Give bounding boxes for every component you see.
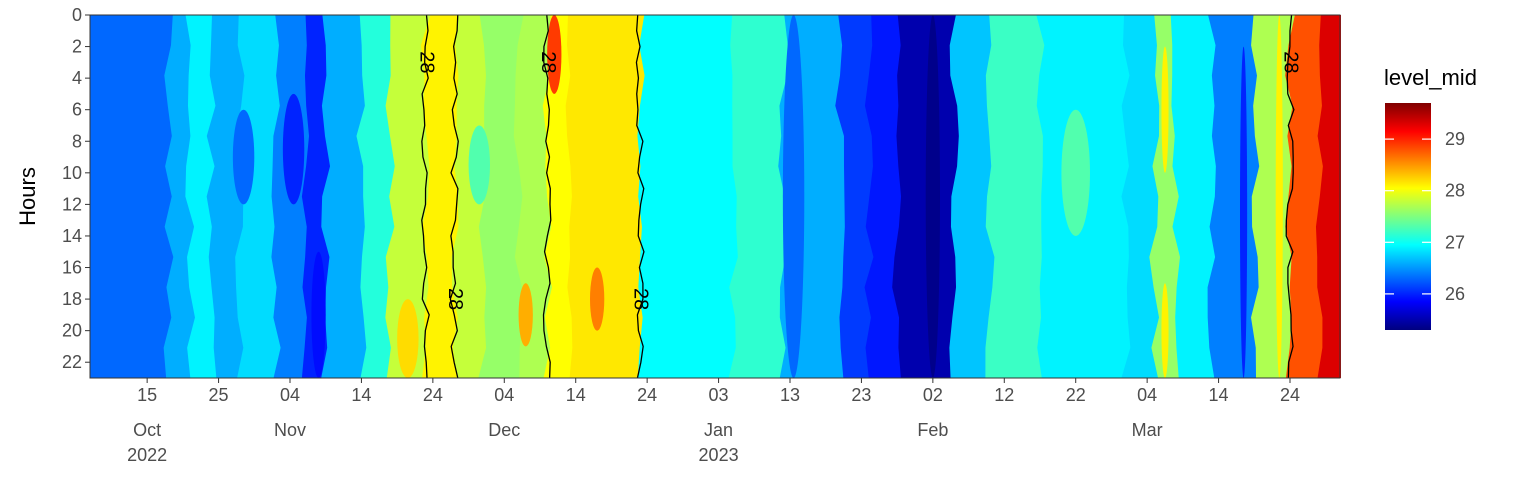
contour-label: 28 <box>537 51 559 73</box>
heatmap-band <box>1285 15 1324 378</box>
heatmap-band <box>949 15 996 378</box>
y-tick-label: 18 <box>62 289 82 309</box>
heatmap-band <box>985 15 1046 378</box>
legend-title: level_mid <box>1384 65 1477 90</box>
heatmap-patch <box>1240 46 1248 378</box>
heatmap-patch <box>311 251 326 378</box>
contour-label: 28 <box>415 51 437 73</box>
heatmap-patch <box>397 299 419 378</box>
x-tick-day: 13 <box>780 385 800 405</box>
contour-label: 28 <box>1280 51 1302 73</box>
heatmap-band <box>90 15 175 378</box>
legend-tick-label: 26 <box>1445 284 1465 304</box>
legend-tick-label: 28 <box>1445 181 1465 201</box>
heatmap-band <box>1315 15 1341 378</box>
x-tick-year: 2023 <box>699 445 739 465</box>
heatmap-patch <box>1161 46 1169 173</box>
x-tick-day: 04 <box>494 385 514 405</box>
y-tick-label: 4 <box>72 68 82 88</box>
x-tick-month: Nov <box>274 420 306 440</box>
heatmap-band <box>864 15 903 378</box>
y-axis: 0 2 4 6 8 10 12 14 16 18 20 22 <box>62 5 90 372</box>
heatmap-band <box>1121 15 1161 378</box>
y-tick-label: 8 <box>72 131 82 151</box>
y-tick-label: 0 <box>72 5 82 25</box>
x-tick-day: 15 <box>137 385 157 405</box>
heatmap-band <box>451 15 489 378</box>
x-tick-day: 22 <box>1066 385 1086 405</box>
x-tick-month: Dec <box>488 420 520 440</box>
heatmap-band <box>1207 15 1261 378</box>
x-tick-day: 24 <box>637 385 657 405</box>
y-tick-label: 12 <box>62 194 82 214</box>
heatmap-band <box>1251 15 1296 378</box>
heatmap-band <box>206 15 246 378</box>
x-tick-day: 14 <box>566 385 586 405</box>
x-tick-day: 14 <box>1209 385 1229 405</box>
heatmap-band <box>163 15 196 378</box>
heatmap-band <box>565 15 646 378</box>
y-axis-title: Hours <box>15 167 40 226</box>
contour-label: 28 <box>444 288 466 310</box>
x-tick-year: 2022 <box>127 445 167 465</box>
x-tick-day: 03 <box>709 385 729 405</box>
contour-line <box>449 14 459 379</box>
heatmap-band <box>385 15 432 378</box>
heatmap-band <box>1170 15 1217 378</box>
x-tick-day: 04 <box>1137 385 1157 405</box>
x-tick-day: 04 <box>280 385 300 405</box>
contour-lines: 28 28 28 28 28 <box>415 14 1302 379</box>
y-tick-label: 10 <box>62 163 82 183</box>
x-tick-day: 25 <box>209 385 229 405</box>
legend-colorbar <box>1385 103 1431 330</box>
y-tick-label: 2 <box>72 37 82 57</box>
legend: level_mid 26 27 28 29 <box>1384 65 1477 330</box>
contour-line <box>421 14 430 379</box>
x-tick-month: Feb <box>917 420 948 440</box>
heatmap-patch <box>1161 283 1169 378</box>
panel-border <box>89 14 1341 379</box>
y-tick-label: 16 <box>62 258 82 278</box>
contour-label: 28 <box>630 288 652 310</box>
y-tick-label: 20 <box>62 321 82 341</box>
y-tick-label: 6 <box>72 100 82 120</box>
x-tick-day: 24 <box>423 385 443 405</box>
x-tick-day: 02 <box>923 385 943 405</box>
x-tick-day: 12 <box>994 385 1014 405</box>
plot-area <box>90 15 1341 378</box>
heatmap-patch <box>782 15 805 378</box>
legend-tick-label: 29 <box>1445 129 1465 149</box>
y-tick-label: 14 <box>62 226 82 246</box>
x-axis: 15 Oct 2022 25 04 Nov 14 24 04 Dec 14 24 03 Jan 2023 13… <box>127 378 1300 465</box>
x-tick-month: Jan <box>704 420 733 440</box>
contour-line <box>1285 14 1295 379</box>
x-tick-day: 23 <box>851 385 871 405</box>
heatmap-band <box>637 15 739 378</box>
legend-tick-label: 27 <box>1445 232 1465 252</box>
heatmap-patch <box>1275 15 1283 378</box>
contour-line <box>635 14 645 379</box>
heatmap-patch <box>925 15 940 378</box>
x-tick-month: Oct <box>133 420 161 440</box>
heatmap-patch <box>232 109 255 205</box>
heatmap-patch <box>282 93 305 205</box>
x-tick-day: 14 <box>351 385 371 405</box>
heatmap-patch <box>547 15 562 94</box>
x-tick-day: 24 <box>1280 385 1300 405</box>
heatmap-band <box>235 15 282 378</box>
heatmap-band <box>321 15 368 378</box>
heatmap-band <box>420 15 460 378</box>
heatmap-band <box>728 15 789 378</box>
heatmap-patch <box>518 283 533 347</box>
x-tick-month: Mar <box>1132 420 1163 440</box>
contour-line <box>542 14 552 379</box>
y-tick-label: 22 <box>62 352 82 372</box>
heatmap-band <box>185 15 218 378</box>
heatmap-band <box>478 15 525 378</box>
heatmap-band <box>1149 15 1182 378</box>
heatmap-patch <box>1061 109 1090 236</box>
heatmap-patch <box>590 267 605 331</box>
heatmap-patch <box>468 125 490 205</box>
